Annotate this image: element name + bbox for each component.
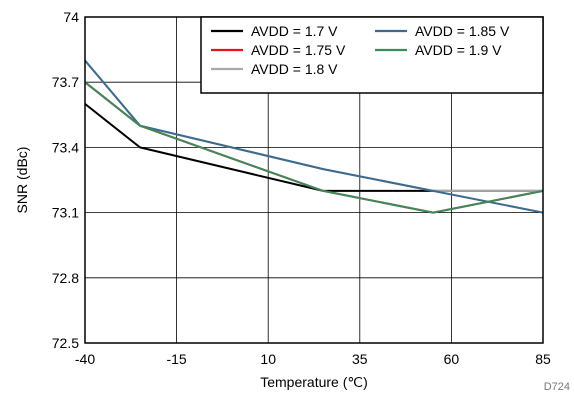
- y-tick-label: 73.1: [52, 205, 79, 221]
- x-tick-label: 10: [260, 351, 276, 367]
- x-tick-label: -40: [75, 351, 95, 367]
- x-tick-label: 60: [444, 351, 460, 367]
- legend-label-5: AVDD = 1.9 V: [415, 42, 502, 58]
- y-axis-label: SNR (dBc): [14, 147, 30, 214]
- x-tick-label: 85: [535, 351, 551, 367]
- series-line-4: [84, 59, 544, 214]
- legend-box: [200, 16, 544, 94]
- y-tick-label: 74: [63, 9, 79, 25]
- x-tick-labels: -40 -15 10 35 60 85: [75, 351, 551, 367]
- series-line-5: [84, 81, 544, 214]
- y-tick-label: 73.7: [52, 74, 79, 90]
- legend-label-1: AVDD = 1.7 V: [251, 23, 338, 39]
- x-tick-label: 35: [352, 351, 368, 367]
- y-tick-label: 72.5: [52, 335, 79, 351]
- x-axis-label: Temperature (℃): [260, 374, 368, 390]
- y-tick-label: 72.8: [52, 270, 79, 286]
- figure-id: D724: [544, 381, 570, 393]
- legend-label-2: AVDD = 1.75 V: [251, 42, 346, 58]
- y-tick-label: 73.4: [52, 139, 79, 155]
- y-tick-labels: 72.5 72.8 73.1 73.4 73.7 74: [52, 9, 79, 351]
- legend-label-4: AVDD = 1.85 V: [415, 23, 510, 39]
- legend: AVDD = 1.7 V AVDD = 1.75 V AVDD = 1.8 V AVD…: [200, 16, 544, 94]
- legend-label-3: AVDD = 1.8 V: [251, 61, 338, 77]
- series-lines: [84, 59, 544, 214]
- x-tick-label: -15: [166, 351, 186, 367]
